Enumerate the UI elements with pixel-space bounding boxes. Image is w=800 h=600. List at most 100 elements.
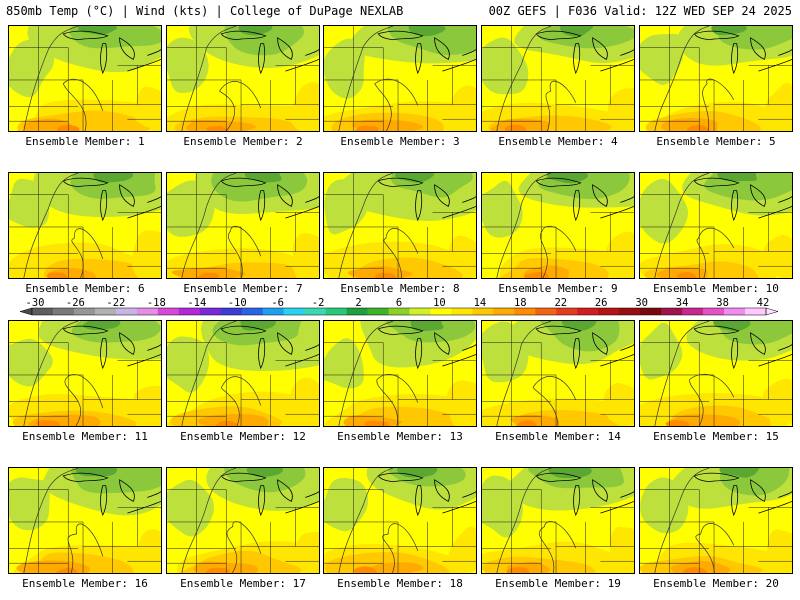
ensemble-member-label: Ensemble Member: 4 <box>498 135 618 148</box>
ensemble-panel <box>323 172 477 279</box>
temperature-map <box>167 26 319 131</box>
ensemble-panel <box>323 467 477 574</box>
colorbar-swatch <box>409 308 431 315</box>
temperature-map <box>9 321 161 426</box>
colorbar-tick-label: -26 <box>66 297 85 309</box>
ensemble-member-label: Ensemble Member: 14 <box>495 430 621 443</box>
colorbar-tick-label: -2 <box>312 297 325 309</box>
temperature-map <box>640 173 792 278</box>
ensemble-panel <box>481 172 635 279</box>
ensemble-member-label: Ensemble Member: 7 <box>183 282 303 295</box>
colorbar-swatch <box>745 308 767 315</box>
ensemble-member-label: Ensemble Member: 2 <box>183 135 303 148</box>
colorbar-high-arrow <box>765 307 779 316</box>
temperature-map <box>640 26 792 131</box>
ensemble-member-label: Ensemble Member: 20 <box>653 577 779 590</box>
ensemble-panel <box>323 25 477 132</box>
colorbar-tick-label: 26 <box>595 297 608 309</box>
temperature-map <box>324 173 476 278</box>
ensemble-panel <box>8 25 162 132</box>
colorbar-swatch <box>388 308 410 315</box>
ensemble-panel <box>481 467 635 574</box>
ensemble-panel <box>639 25 793 132</box>
temperature-map <box>324 321 476 426</box>
colorbar-swatch <box>598 308 620 315</box>
ensemble-panel <box>8 172 162 279</box>
temperature-map <box>482 26 634 131</box>
ensemble-panel <box>639 320 793 427</box>
temperature-map <box>167 468 319 573</box>
colorbar-swatch <box>640 308 662 315</box>
colorbar-swatch <box>178 308 201 315</box>
ensemble-member-label: Ensemble Member: 11 <box>22 430 148 443</box>
colorbar-swatch <box>619 308 641 315</box>
ensemble-panel <box>323 320 477 427</box>
colorbar-swatch <box>262 308 285 315</box>
temperature-map <box>482 468 634 573</box>
temperature-map <box>324 468 476 573</box>
temperature-map <box>9 173 161 278</box>
colorbar-swatch <box>703 308 725 315</box>
colorbar-swatch <box>682 308 704 315</box>
temperature-map <box>482 321 634 426</box>
colorbar-swatch <box>157 308 180 315</box>
temperature-map <box>167 321 319 426</box>
colorbar-swatch <box>136 308 159 315</box>
colorbar-swatch <box>325 308 347 315</box>
temperature-map <box>640 468 792 573</box>
ensemble-member-label: Ensemble Member: 12 <box>180 430 306 443</box>
colorbar-tick-label: 14 <box>474 297 487 309</box>
colorbar-tick-label: 2 <box>355 297 361 309</box>
colorbar-swatch <box>724 308 746 315</box>
colorbar-tick-label: 10 <box>433 297 446 309</box>
ensemble-panel <box>639 467 793 574</box>
colorbar-swatch <box>535 308 557 315</box>
ensemble-member-label: Ensemble Member: 16 <box>22 577 148 590</box>
colorbar-tick-label: 6 <box>396 297 402 309</box>
ensemble-panel <box>166 320 320 427</box>
colorbar-swatch <box>283 308 306 315</box>
ensemble-member-label: Ensemble Member: 10 <box>653 282 779 295</box>
colorbar-swatch <box>220 308 243 315</box>
colorbar-swatch <box>73 308 96 315</box>
ensemble-member-label: Ensemble Member: 1 <box>25 135 145 148</box>
temperature-map <box>482 173 634 278</box>
colorbar-tick-label: 38 <box>716 297 729 309</box>
ensemble-member-label: Ensemble Member: 3 <box>340 135 460 148</box>
map-title: 850mb Temp (°C) | Wind (kts) | College o… <box>6 4 404 18</box>
colorbar-tick-label: -10 <box>228 297 247 309</box>
colorbar-tick-label: -30 <box>26 297 45 309</box>
colorbar-swatch <box>367 308 389 315</box>
colorbar-tick-label: 18 <box>514 297 527 309</box>
colorbar-swatch <box>556 308 578 315</box>
colorbar-tick-label: -6 <box>271 297 284 309</box>
colorbar-tick-label: -18 <box>147 297 166 309</box>
ensemble-member-label: Ensemble Member: 17 <box>180 577 306 590</box>
colorbar-swatch <box>115 308 138 315</box>
temperature-map <box>640 321 792 426</box>
ensemble-panel <box>639 172 793 279</box>
colorbar-swatch <box>241 308 264 315</box>
colorbar-swatch <box>451 308 473 315</box>
colorbar-swatch <box>493 308 515 315</box>
colorbar-swatch <box>472 308 494 315</box>
colorbar-swatch <box>94 308 117 315</box>
run-info: 00Z GEFS | F036 Valid: 12Z WED SEP 24 20… <box>488 4 792 18</box>
ensemble-member-label: Ensemble Member: 5 <box>656 135 776 148</box>
ensemble-panel <box>166 25 320 132</box>
ensemble-member-label: Ensemble Member: 18 <box>337 577 463 590</box>
temperature-map <box>9 26 161 131</box>
colorbar-swatch <box>661 308 683 315</box>
ensemble-panel <box>166 467 320 574</box>
ensemble-panel <box>8 320 162 427</box>
ensemble-member-label: Ensemble Member: 13 <box>337 430 463 443</box>
ensemble-panel <box>166 172 320 279</box>
colorbar-swatch <box>514 308 536 315</box>
colorbar-tick-label: 30 <box>635 297 648 309</box>
colorbar-tick-label: 42 <box>757 297 770 309</box>
colorbar-tick-label: 34 <box>676 297 689 309</box>
colorbar-swatch <box>52 308 75 315</box>
ensemble-member-label: Ensemble Member: 6 <box>25 282 145 295</box>
temperature-map <box>167 173 319 278</box>
colorbar-low-arrow <box>19 307 33 316</box>
